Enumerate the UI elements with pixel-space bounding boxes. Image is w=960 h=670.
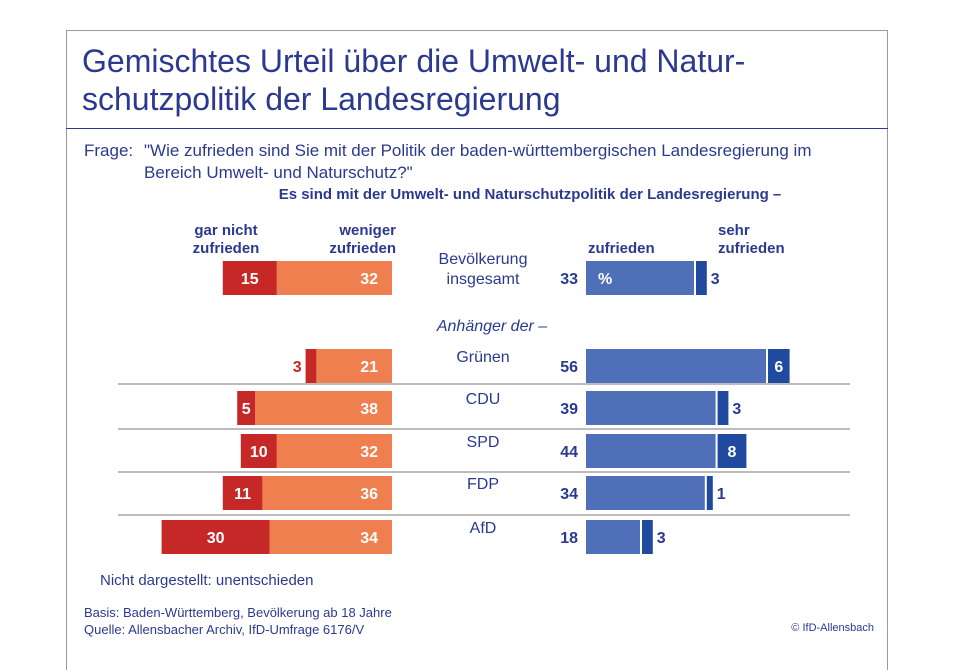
bar-weniger-zufrieden-grünen [316,349,392,383]
bar-zufrieden-bevölkerung-insgesamt [586,261,694,295]
chart-frame [66,30,888,670]
bar-sehr-zufrieden-fdp [706,476,713,510]
value-gar-nicht-grünen: 3 [293,359,302,376]
total-zufrieden-spd: 44 [560,444,578,461]
header-weniger-zufrieden: weniger zufrieden [329,222,396,257]
total-zufrieden-grünen: 56 [560,359,578,376]
bar-sehr-zufrieden-grünen [768,349,790,383]
value-gar-nicht-spd: 10 [250,444,268,461]
bar-weniger-zufrieden-cdu [255,391,392,425]
footnote: Nicht dargestellt: unentschieden [100,572,314,589]
value-gar-nicht-fdp: 11 [234,486,251,503]
category-label-afd: AfD [470,520,497,537]
value-sehr-fdp: 1 [717,486,726,503]
copyright: © IfD-Allensbach [791,622,874,634]
bar-sehr-zufrieden-spd [717,434,747,468]
bar-weniger-zufrieden-fdp [262,476,392,510]
header-zufrieden: zufrieden [588,240,655,257]
title-divider [66,128,888,129]
bar-weniger-zufrieden-bevölkerung-insgesamt [276,261,392,295]
value-gar-nicht-bevölkerung-insgesamt: 15 [241,271,259,288]
bar-weniger-zufrieden-spd [276,434,392,468]
bar-zufrieden-fdp [586,476,705,510]
question-label: Frage: [84,141,134,160]
category-label-bevölkerung-insgesamt: Bevölkerung [439,251,528,268]
question-text: "Wie zufrieden sind Sie mit der Politik … [144,141,812,182]
value-gar-nicht-cdu: 5 [242,401,251,418]
category-label-bevölkerung-insgesamt: insgesamt [447,271,520,288]
value-sehr-spd: 8 [728,444,737,461]
value-sehr-bevölkerung-insgesamt: 3 [711,271,720,288]
bar-sehr-zufrieden-afd [642,520,653,554]
bar-gar-nicht-zufrieden-bevölkerung-insgesamt [222,261,277,295]
bar-sehr-zufrieden-cdu [717,391,729,425]
basis-note: Basis: Baden-Württemberg, Bevölkerung ab… [84,605,392,620]
total-zufrieden-afd: 18 [560,530,578,547]
bar-sehr-zufrieden-bevölkerung-insgesamt [696,261,707,295]
category-label-spd: SPD [467,434,500,451]
bar-weniger-zufrieden-afd [269,520,392,554]
bar-gar-nicht-zufrieden-cdu [237,391,256,425]
header-sehr-zufrieden: sehr zufrieden [718,222,785,257]
bar-gar-nicht-zufrieden-fdp [222,476,263,510]
bar-zufrieden-spd [586,434,716,468]
source-note: Quelle: Allensbacher Archiv, IfD-Umfrage… [84,622,365,637]
bar-zufrieden-afd [586,520,640,554]
value-sehr-cdu: 3 [732,401,741,418]
value-weniger-fdp: 36 [360,486,378,503]
value-weniger-afd: 34 [360,530,378,547]
value-weniger-spd: 32 [360,444,378,461]
total-zufrieden-cdu: 39 [560,401,578,418]
bar-gar-nicht-zufrieden-spd [240,434,277,468]
category-label-fdp: FDP [467,476,499,493]
group-label-supporters: Anhänger der – [436,318,548,335]
value-gar-nicht-afd: 30 [207,530,225,547]
category-label-grünen: Grünen [456,349,509,366]
bar-zufrieden-grünen [586,349,766,383]
chart-title: Gemischtes Urteil über die Umwelt- und N… [82,43,746,117]
value-weniger-cdu: 38 [360,401,378,418]
value-weniger-grünen: 21 [360,359,378,376]
unit-marker: % [598,271,612,288]
value-weniger-bevölkerung-insgesamt: 32 [360,271,378,288]
category-label-cdu: CDU [466,391,501,408]
header-gar-nicht-zufrieden: gar nicht zufrieden [192,222,260,257]
bar-gar-nicht-zufrieden-grünen [305,349,317,383]
bar-gar-nicht-zufrieden-afd [161,520,270,554]
total-zufrieden-fdp: 34 [560,486,578,503]
chart-intro: Es sind mit der Umwelt- und Naturschutzp… [278,186,782,203]
value-sehr-grünen: 6 [774,359,783,376]
source-notes: Basis: Baden-Württemberg, Bevölkerung ab… [84,604,392,638]
bar-zufrieden-cdu [586,391,716,425]
value-sehr-afd: 3 [657,530,666,547]
total-zufrieden-bevölkerung-insgesamt: 33 [560,271,578,288]
